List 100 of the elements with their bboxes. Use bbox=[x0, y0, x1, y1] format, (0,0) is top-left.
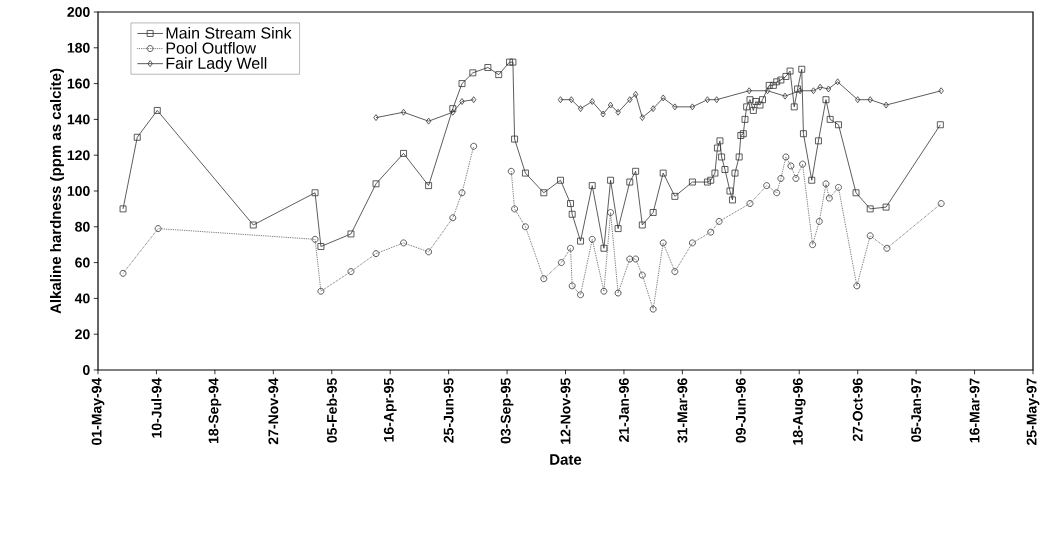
point bbox=[883, 101, 889, 109]
point bbox=[400, 108, 407, 116]
point bbox=[511, 205, 518, 213]
y-tick-label: 180 bbox=[67, 42, 90, 53]
point bbox=[372, 250, 380, 258]
x-tick-label: 31-Mar-96 bbox=[677, 378, 688, 443]
point bbox=[782, 153, 790, 161]
point bbox=[777, 175, 785, 182]
point bbox=[458, 189, 466, 197]
point bbox=[659, 239, 667, 247]
y-tick-label: 160 bbox=[67, 78, 90, 89]
x-tick-label: 18-Aug-96 bbox=[792, 378, 806, 445]
point bbox=[689, 103, 696, 111]
x-tick-label: 12-Nov-95 bbox=[560, 378, 571, 444]
y-tick-label: 20 bbox=[75, 329, 90, 340]
point bbox=[689, 239, 696, 247]
point bbox=[867, 96, 873, 104]
x-tick-label: 01-May-94 bbox=[91, 377, 105, 445]
point bbox=[855, 96, 861, 104]
point bbox=[577, 105, 584, 113]
point bbox=[626, 255, 634, 263]
point bbox=[763, 182, 771, 190]
point bbox=[866, 232, 874, 240]
point bbox=[672, 103, 678, 111]
point bbox=[937, 200, 945, 207]
point bbox=[557, 259, 565, 266]
point bbox=[615, 108, 621, 116]
x-tick-label: 05-Feb-95 bbox=[326, 378, 337, 443]
point bbox=[809, 241, 817, 249]
point bbox=[853, 282, 861, 290]
x-tick-label: 25-Jun-95 bbox=[443, 378, 454, 443]
point bbox=[540, 275, 548, 283]
point bbox=[825, 194, 833, 202]
point bbox=[154, 225, 162, 232]
point bbox=[787, 162, 795, 170]
point bbox=[568, 96, 574, 104]
point bbox=[632, 90, 639, 98]
x-tick-label: 25-May-97 bbox=[1026, 378, 1040, 445]
point bbox=[825, 85, 832, 93]
x-tick-label: 21-Jan-96 bbox=[618, 378, 629, 442]
point bbox=[715, 218, 723, 225]
point bbox=[660, 94, 666, 102]
x-tick-label: 27-Oct-96 bbox=[852, 378, 863, 442]
point bbox=[459, 98, 465, 105]
point bbox=[317, 287, 325, 295]
point bbox=[632, 255, 640, 263]
point bbox=[568, 282, 576, 290]
point bbox=[627, 96, 633, 104]
point bbox=[507, 167, 515, 175]
point bbox=[577, 291, 584, 299]
y-tick-label: 200 bbox=[67, 7, 90, 17]
point bbox=[400, 239, 407, 247]
point bbox=[835, 184, 842, 191]
y-tick-label: 40 bbox=[74, 293, 90, 304]
point bbox=[425, 248, 432, 256]
y-tick-label: 80 bbox=[75, 221, 90, 232]
point bbox=[822, 180, 830, 188]
point bbox=[746, 87, 752, 95]
point bbox=[449, 214, 457, 222]
point bbox=[522, 223, 529, 231]
y-tick-label: 0 bbox=[83, 365, 90, 375]
point bbox=[649, 305, 657, 313]
point bbox=[799, 160, 806, 168]
point bbox=[792, 175, 800, 182]
y-tick-label: 100 bbox=[67, 186, 90, 196]
point bbox=[707, 228, 715, 236]
point bbox=[425, 117, 432, 125]
point bbox=[883, 244, 891, 252]
point bbox=[557, 96, 564, 104]
point bbox=[638, 271, 646, 279]
x-tick-label: 05-Jan-97 bbox=[911, 378, 922, 442]
point bbox=[607, 209, 614, 216]
point bbox=[817, 83, 823, 91]
x-tick-label: 03-Sep-95 bbox=[500, 378, 514, 444]
point bbox=[347, 268, 355, 275]
point bbox=[588, 235, 596, 243]
point bbox=[470, 142, 478, 150]
y-tick-label: 140 bbox=[67, 114, 90, 125]
point bbox=[450, 108, 456, 116]
point bbox=[704, 96, 711, 104]
point bbox=[600, 110, 606, 118]
point bbox=[471, 96, 477, 104]
point bbox=[639, 114, 645, 121]
point bbox=[614, 289, 622, 297]
point bbox=[589, 98, 595, 105]
point bbox=[782, 92, 788, 100]
point bbox=[797, 87, 803, 95]
point bbox=[373, 114, 379, 121]
point bbox=[119, 269, 127, 277]
point bbox=[671, 268, 679, 275]
point bbox=[567, 244, 574, 252]
x-axis-title: Date bbox=[550, 454, 582, 465]
legend-label: Fair Lady Well bbox=[166, 57, 267, 73]
x-tick-label: 18-Sep-94 bbox=[208, 377, 222, 444]
point bbox=[810, 87, 817, 95]
point bbox=[835, 78, 841, 86]
x-tick-label: 27-Nov-94 bbox=[268, 377, 279, 445]
y-tick-label: 120 bbox=[67, 150, 90, 161]
point bbox=[773, 189, 781, 197]
point bbox=[746, 200, 754, 207]
